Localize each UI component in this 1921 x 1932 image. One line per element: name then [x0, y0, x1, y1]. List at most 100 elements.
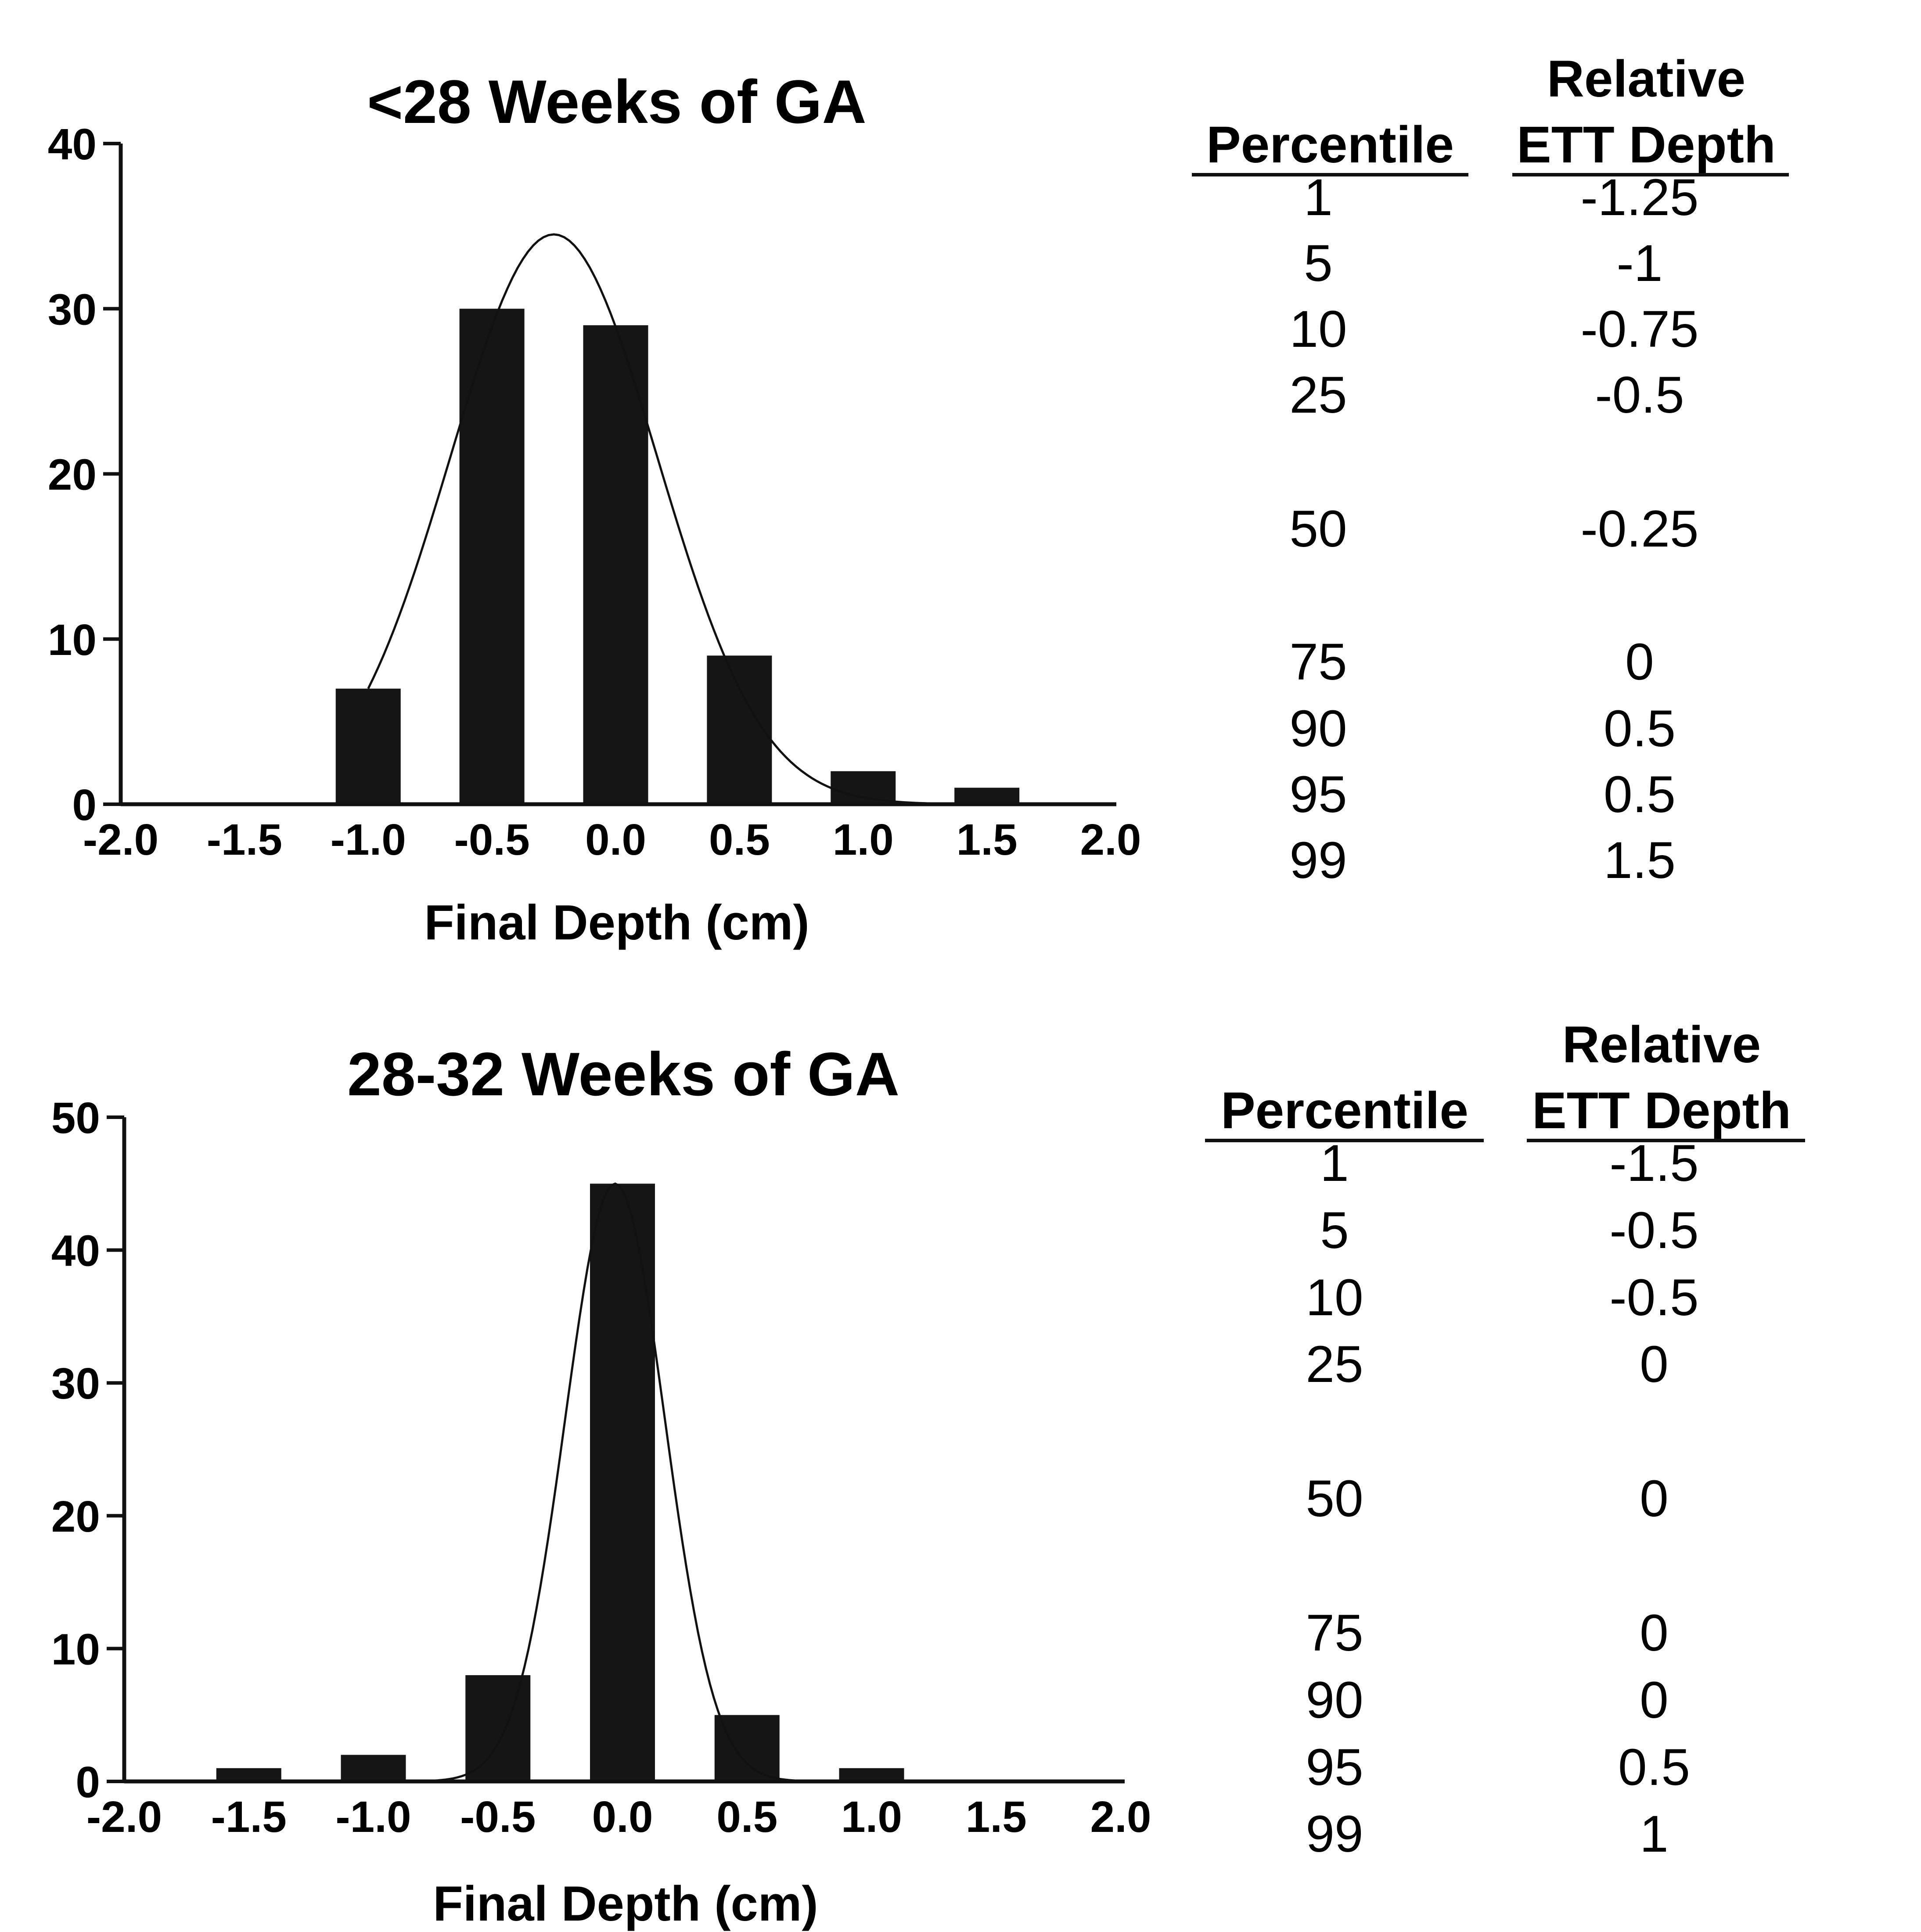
table-cell-ett-depth: -0.5 [1609, 1269, 1698, 1327]
x-tick-label: 1.0 [833, 815, 894, 864]
table-cell-ett-depth: 0.5 [1604, 766, 1676, 824]
y-tick-label: 30 [48, 285, 97, 334]
x-tick-label: -0.5 [460, 1792, 536, 1842]
x-tick-label: -2.0 [86, 1792, 162, 1842]
x-tick-label: 0.5 [709, 815, 770, 864]
table-cell-percentile: 90 [1306, 1671, 1363, 1729]
table-header-ett-depth: ETT Depth [1517, 116, 1776, 174]
x-tick-label: 1.5 [957, 815, 1018, 864]
chart-title: 28-32 Weeks of GA [347, 1040, 899, 1108]
x-tick-label: 0.0 [592, 1792, 653, 1842]
y-tick-label: 40 [48, 120, 97, 169]
x-tick-label: -1.0 [331, 815, 406, 864]
bar [714, 1715, 780, 1781]
x-tick-label: 1.0 [841, 1792, 902, 1842]
table-cell-ett-depth: -0.75 [1581, 300, 1699, 358]
table-cell-percentile: 75 [1306, 1604, 1363, 1662]
bar [954, 788, 1020, 804]
y-tick-label: 10 [51, 1625, 100, 1674]
table-rows: 1 -1.5 5 -0.5 10 -0.5 25 0 50 0 75 0 90 0 95 0.5 99 1 [1306, 1134, 1698, 1863]
bar [590, 1184, 655, 1781]
table-cell-percentile: 25 [1289, 366, 1347, 424]
table-cell-ett-depth: -0.25 [1581, 500, 1699, 558]
table-header-ett-depth: ETT Depth [1532, 1082, 1791, 1140]
table-cell-ett-depth: -1.5 [1609, 1134, 1698, 1192]
table-header-percentile: Percentile [1206, 116, 1454, 174]
table-cell-percentile: 95 [1289, 766, 1347, 824]
table-cell-ett-depth: 0.5 [1618, 1738, 1690, 1796]
percentile-table: Relative Percentile ETT Depth 1 -1.5 5 -0.5… [1205, 1016, 1805, 1863]
bar [459, 309, 525, 804]
x-tick-label: -0.5 [454, 815, 529, 864]
table-cell-percentile: 25 [1306, 1335, 1363, 1393]
table-cell-percentile: 90 [1289, 700, 1347, 758]
x-tick-label: 0.0 [585, 815, 646, 864]
table-cell-percentile: 10 [1289, 300, 1347, 358]
table-cell-percentile: 50 [1306, 1470, 1363, 1528]
table-cell-percentile: 5 [1304, 234, 1333, 292]
bar [341, 1755, 406, 1781]
table-cell-ett-depth: -0.5 [1595, 366, 1684, 424]
bar [707, 655, 772, 804]
x-ticks: -2.0 -1.5 -1.0 -0.5 0.0 0.5 1.0 1.5 2.0 [86, 1792, 1151, 1842]
bars [335, 309, 1020, 804]
x-tick-label: -2.0 [83, 815, 158, 864]
x-tick-label: 1.5 [966, 1792, 1027, 1842]
y-tick-label: 30 [51, 1359, 100, 1408]
bar [335, 688, 401, 804]
table-cell-ett-depth: 0 [1640, 1604, 1669, 1662]
table-cell-percentile: 99 [1306, 1805, 1363, 1863]
table-cell-ett-depth: 0 [1640, 1470, 1669, 1528]
bar [465, 1675, 531, 1781]
table-cell-ett-depth: 1.5 [1604, 831, 1676, 889]
y-ticks: 0 10 20 30 40 [48, 120, 121, 830]
bar [583, 325, 648, 804]
x-tick-label: 0.5 [716, 1792, 777, 1842]
y-tick-label: 0 [76, 1758, 100, 1807]
x-tick-label: -1.5 [211, 1792, 287, 1842]
table-cell-percentile: 75 [1289, 633, 1347, 691]
table-cell-ett-depth: 1 [1640, 1805, 1669, 1863]
x-axis-label: Final Depth (cm) [433, 1876, 818, 1931]
y-ticks: 0 10 20 30 40 50 [51, 1094, 124, 1807]
table-cell-ett-depth: 0 [1640, 1335, 1669, 1393]
y-tick-label: 20 [48, 450, 97, 500]
table-cell-percentile: 10 [1306, 1269, 1363, 1327]
bars [216, 1184, 904, 1781]
x-axis-label: Final Depth (cm) [424, 895, 809, 950]
table-cell-percentile: 1 [1304, 169, 1333, 227]
table-rows: 1 -1.25 5 -1 10 -0.75 25 -0.5 50 -0.25 75 0 90 0.5 95 0… [1289, 169, 1698, 889]
table-header-relative: Relative [1562, 1016, 1761, 1074]
y-tick-label: 20 [51, 1492, 100, 1541]
y-tick-label: 50 [51, 1094, 100, 1143]
percentile-table: Relative Percentile ETT Depth 1 -1.255 -11… [1192, 50, 1789, 889]
table-header-relative: Relative [1547, 50, 1746, 108]
x-tick-label: -1.5 [207, 815, 282, 864]
x-ticks: -2.0 -1.5 -1.0 -0.5 0.0 0.5 1.0 1.5 2.0 [83, 815, 1141, 864]
table-cell-percentile: 50 [1289, 500, 1347, 558]
table-cell-ett-depth: 0 [1625, 633, 1654, 691]
bar [839, 1768, 904, 1781]
y-tick-label: 0 [72, 781, 97, 830]
table-cell-ett-depth: 0.5 [1604, 700, 1676, 758]
table-cell-percentile: 95 [1306, 1738, 1363, 1796]
table-header-percentile: Percentile [1221, 1082, 1468, 1140]
y-tick-label: 10 [48, 615, 97, 665]
table-cell-ett-depth: -0.5 [1609, 1202, 1698, 1259]
bar [216, 1768, 281, 1781]
x-tick-label: -1.0 [335, 1792, 411, 1842]
normal-fit-curve [367, 233, 987, 806]
table-cell-ett-depth: -1.25 [1581, 169, 1699, 227]
y-tick-label: 40 [51, 1227, 100, 1276]
chart-title: <28 Weeks of GA [367, 67, 866, 136]
table-cell-percentile: 5 [1320, 1202, 1349, 1259]
x-tick-label: 2.0 [1080, 815, 1141, 864]
table-cell-percentile: 99 [1289, 831, 1347, 889]
x-tick-label: 2.0 [1090, 1792, 1151, 1842]
table-cell-ett-depth: -1 [1617, 234, 1663, 292]
table-cell-ett-depth: 0 [1640, 1671, 1669, 1729]
bar [831, 771, 896, 804]
